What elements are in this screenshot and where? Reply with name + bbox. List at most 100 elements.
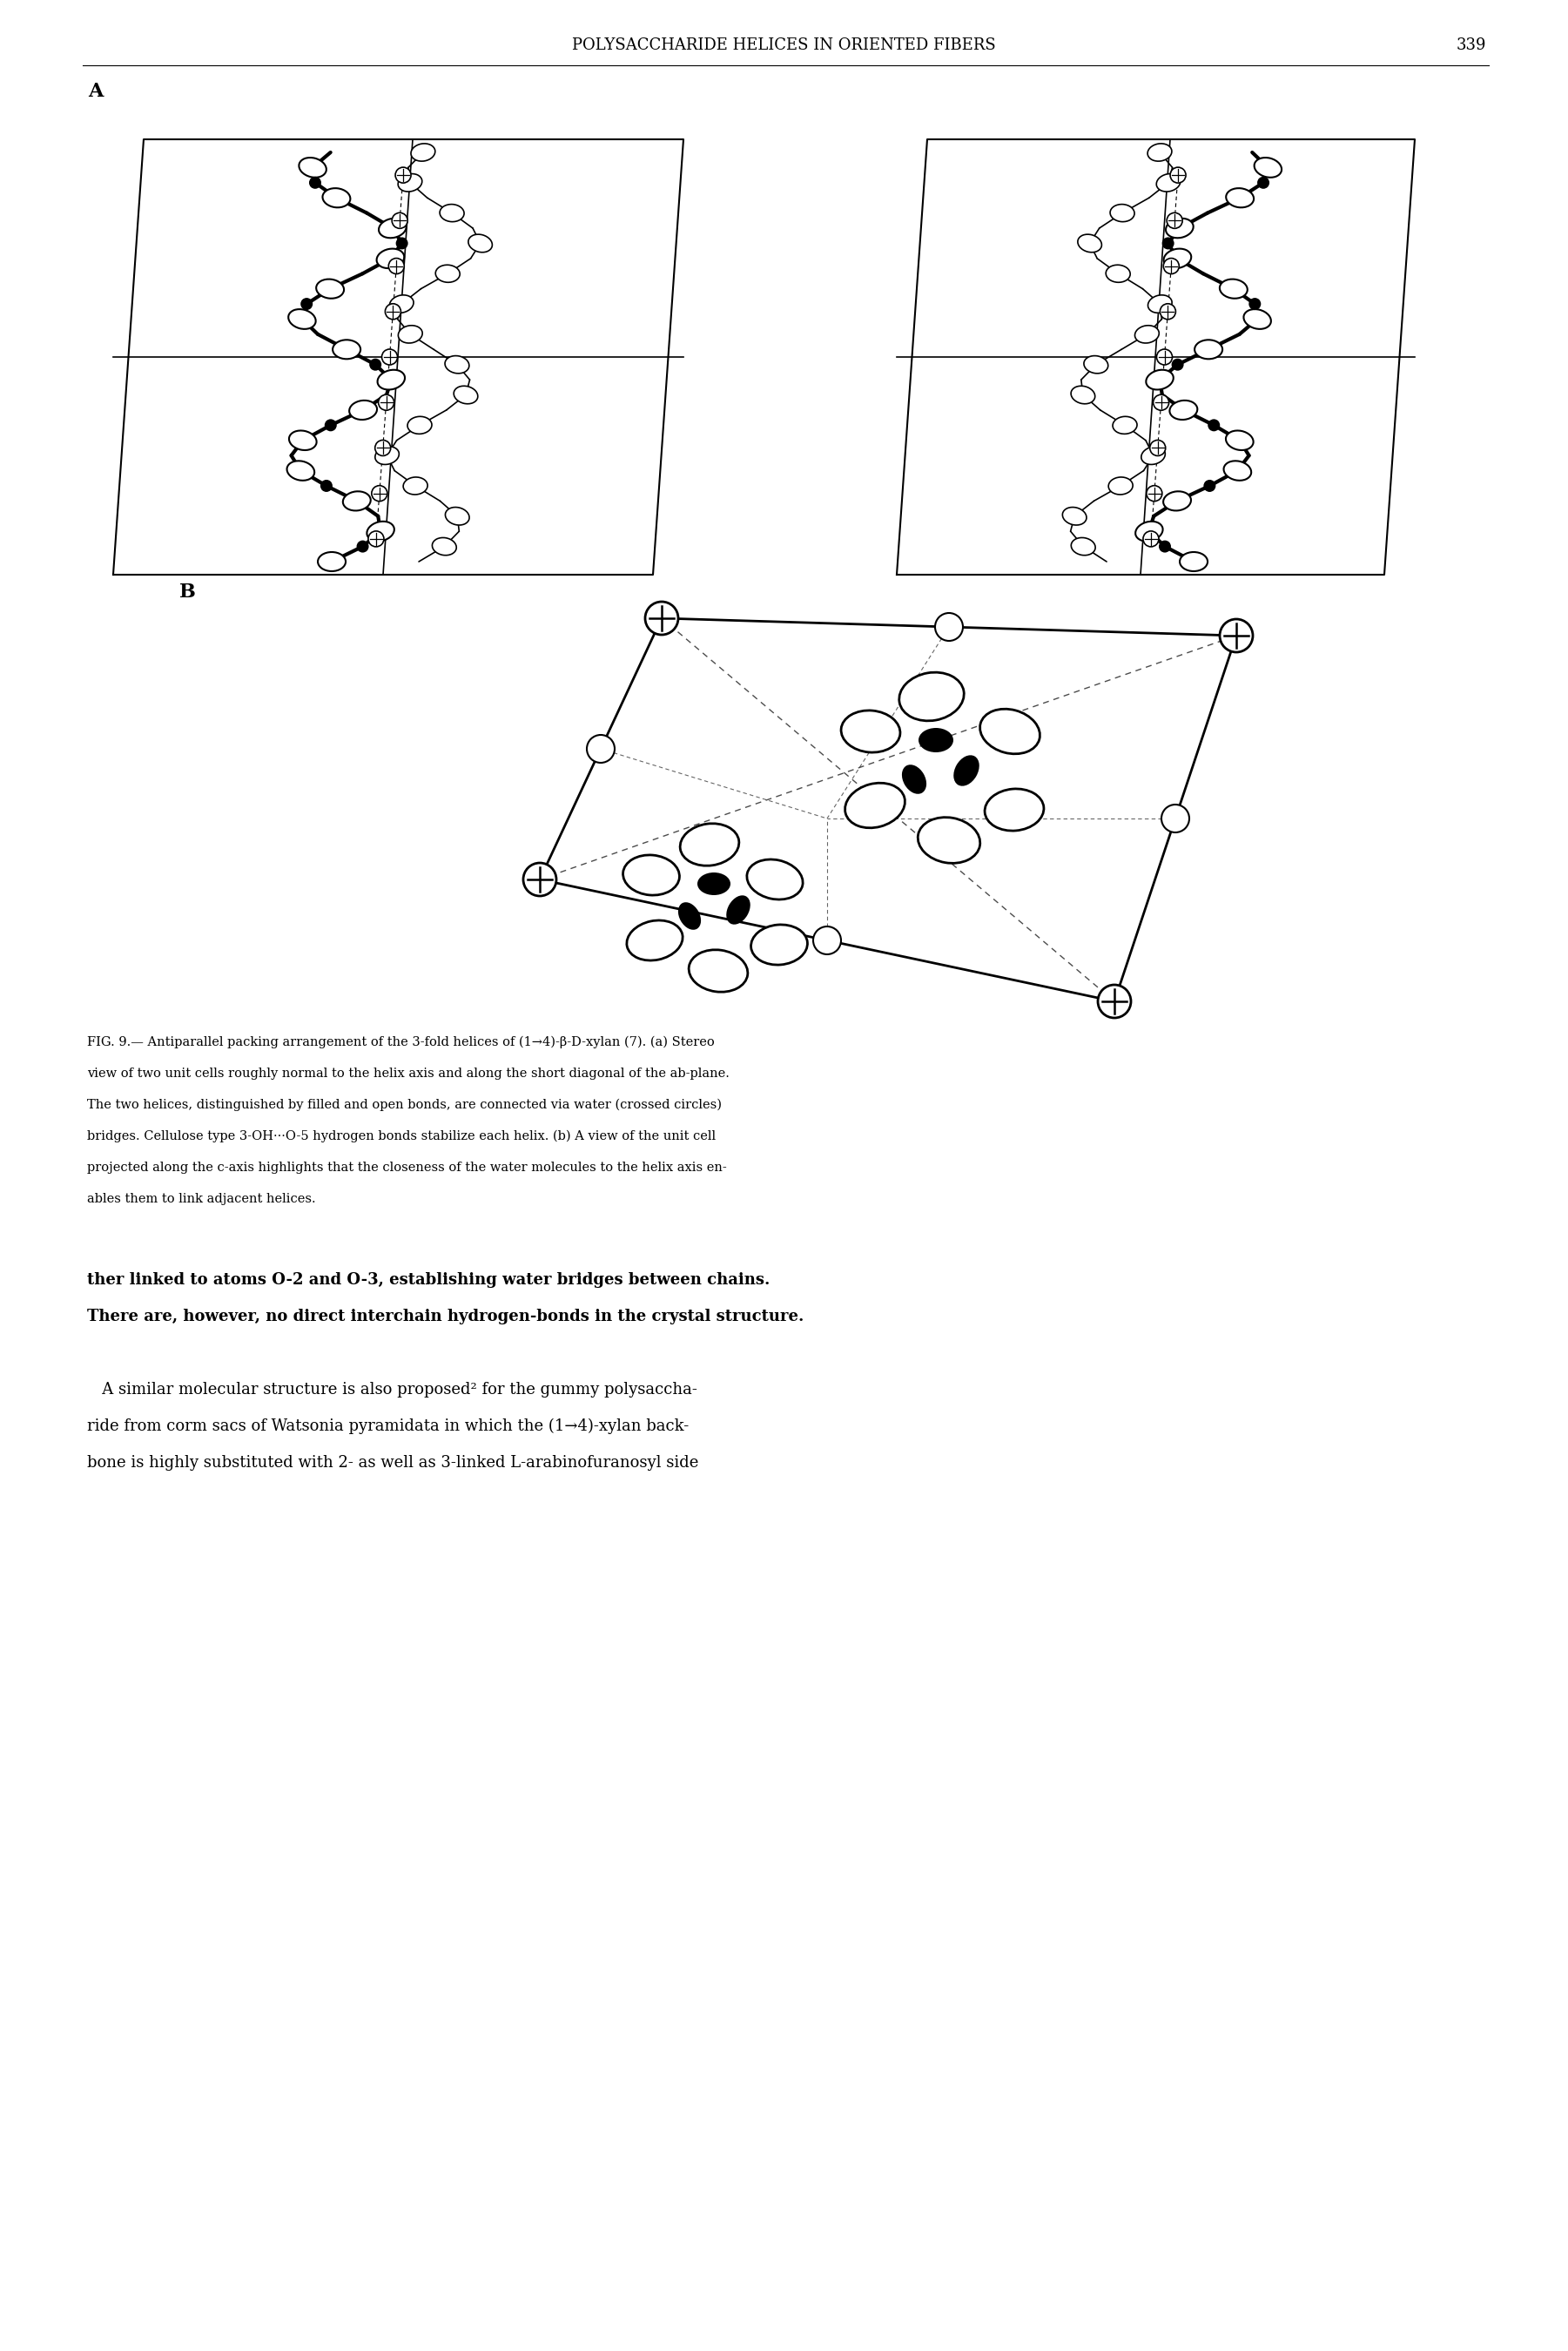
- Ellipse shape: [1220, 280, 1248, 299]
- Ellipse shape: [317, 280, 343, 299]
- Ellipse shape: [1254, 158, 1281, 176]
- Ellipse shape: [746, 860, 803, 900]
- Text: projected along the c-axis highlights that the closeness of the water molecules : projected along the c-axis highlights th…: [88, 1161, 726, 1173]
- Circle shape: [356, 541, 368, 552]
- Circle shape: [386, 303, 401, 320]
- Ellipse shape: [375, 447, 398, 465]
- Text: ther linked to atoms O-2 and O-3, establishing water bridges between chains.: ther linked to atoms O-2 and O-3, establ…: [88, 1272, 770, 1288]
- Text: The two helices, distinguished by filled and open bonds, are connected via water: The two helices, distinguished by filled…: [88, 1098, 721, 1112]
- Ellipse shape: [1223, 461, 1251, 480]
- Ellipse shape: [1157, 174, 1181, 193]
- Ellipse shape: [398, 174, 422, 193]
- Ellipse shape: [289, 310, 315, 329]
- Ellipse shape: [681, 823, 739, 865]
- Circle shape: [1098, 985, 1131, 1018]
- Ellipse shape: [318, 552, 345, 571]
- Ellipse shape: [1163, 491, 1192, 510]
- Ellipse shape: [840, 710, 900, 752]
- Circle shape: [375, 440, 390, 456]
- Circle shape: [1204, 480, 1215, 491]
- Circle shape: [1146, 487, 1162, 501]
- Text: B: B: [179, 583, 196, 602]
- Ellipse shape: [845, 783, 905, 828]
- Ellipse shape: [1148, 294, 1171, 313]
- Circle shape: [1163, 259, 1179, 275]
- Circle shape: [586, 736, 615, 762]
- Ellipse shape: [1179, 552, 1207, 571]
- Ellipse shape: [1077, 235, 1102, 252]
- Polygon shape: [539, 618, 1236, 1002]
- Ellipse shape: [1110, 205, 1135, 221]
- Ellipse shape: [403, 477, 428, 494]
- Ellipse shape: [1195, 341, 1223, 360]
- Circle shape: [1159, 541, 1171, 552]
- Ellipse shape: [350, 400, 376, 421]
- Ellipse shape: [1146, 369, 1173, 390]
- Ellipse shape: [323, 188, 350, 207]
- Ellipse shape: [436, 266, 459, 282]
- Text: view of two unit cells roughly normal to the helix axis and along the short diag: view of two unit cells roughly normal to…: [88, 1067, 729, 1079]
- Text: POLYSACCHARIDE HELICES IN ORIENTED FIBERS: POLYSACCHARIDE HELICES IN ORIENTED FIBER…: [572, 38, 996, 54]
- Ellipse shape: [985, 790, 1044, 830]
- Text: ride from corm sacs of Watsonia pyramidata in which the (1→4)-xylan back-: ride from corm sacs of Watsonia pyramida…: [88, 1418, 688, 1434]
- Ellipse shape: [1165, 219, 1193, 237]
- Text: FIG. 9.— Antiparallel packing arrangement of the 3-fold helices of (1→4)-β-D-xyl: FIG. 9.— Antiparallel packing arrangemen…: [88, 1037, 715, 1049]
- Circle shape: [1167, 212, 1182, 228]
- Ellipse shape: [1083, 355, 1109, 374]
- Circle shape: [395, 167, 411, 183]
- Ellipse shape: [1135, 324, 1159, 343]
- Ellipse shape: [1113, 416, 1137, 435]
- Ellipse shape: [445, 355, 469, 374]
- Ellipse shape: [898, 672, 964, 722]
- Ellipse shape: [1226, 188, 1254, 207]
- Circle shape: [395, 237, 408, 249]
- Text: 339: 339: [1457, 38, 1486, 54]
- Circle shape: [814, 926, 840, 955]
- Ellipse shape: [1071, 538, 1096, 555]
- Circle shape: [1143, 531, 1159, 548]
- Ellipse shape: [688, 950, 748, 992]
- Ellipse shape: [1148, 143, 1171, 162]
- Ellipse shape: [469, 235, 492, 252]
- Ellipse shape: [917, 818, 980, 863]
- Text: ables them to link adjacent helices.: ables them to link adjacent helices.: [88, 1192, 315, 1206]
- Circle shape: [1162, 804, 1189, 832]
- Ellipse shape: [627, 919, 682, 962]
- Circle shape: [524, 863, 557, 896]
- Ellipse shape: [378, 369, 405, 390]
- Ellipse shape: [919, 729, 953, 752]
- Circle shape: [1171, 357, 1184, 371]
- Ellipse shape: [902, 764, 927, 795]
- Ellipse shape: [1105, 266, 1131, 282]
- Ellipse shape: [1063, 508, 1087, 524]
- Ellipse shape: [698, 872, 731, 896]
- Ellipse shape: [433, 538, 456, 555]
- Circle shape: [1162, 237, 1174, 249]
- Ellipse shape: [445, 508, 469, 524]
- Circle shape: [372, 487, 387, 501]
- Ellipse shape: [343, 491, 370, 510]
- Circle shape: [935, 614, 963, 642]
- Circle shape: [1152, 395, 1168, 411]
- Ellipse shape: [622, 856, 679, 896]
- Ellipse shape: [1226, 430, 1253, 449]
- Ellipse shape: [1243, 310, 1272, 329]
- Circle shape: [389, 259, 405, 275]
- Circle shape: [381, 350, 397, 364]
- Ellipse shape: [332, 341, 361, 360]
- Ellipse shape: [376, 249, 405, 268]
- Circle shape: [325, 418, 337, 430]
- Ellipse shape: [411, 143, 436, 162]
- Ellipse shape: [289, 430, 317, 449]
- Text: A: A: [88, 82, 103, 101]
- Circle shape: [301, 299, 312, 310]
- Text: bridges. Cellulose type 3-OH···O-5 hydrogen bonds stabilize each helix. (b) A vi: bridges. Cellulose type 3-OH···O-5 hydro…: [88, 1131, 715, 1143]
- Ellipse shape: [408, 416, 431, 435]
- Ellipse shape: [980, 710, 1040, 755]
- Ellipse shape: [1109, 477, 1132, 494]
- Circle shape: [1160, 303, 1176, 320]
- Circle shape: [1220, 618, 1253, 651]
- Ellipse shape: [367, 522, 394, 541]
- Ellipse shape: [398, 324, 422, 343]
- Ellipse shape: [751, 924, 808, 964]
